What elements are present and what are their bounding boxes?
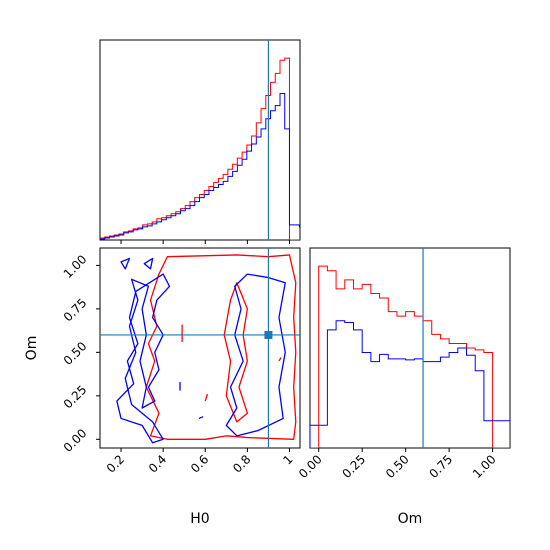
h0-histogram-panel (100, 40, 300, 244)
contour-blue (198, 416, 204, 420)
om-y-axis-label: Om (24, 336, 40, 361)
contour-red (223, 282, 249, 423)
contour-x-tick-label: 0.6 (188, 452, 211, 475)
om-hist-x-tick-label: 0.00 (296, 452, 325, 481)
om-x-axis-label: Om (398, 511, 423, 527)
h0-axis-label: H0 (190, 511, 209, 527)
h0-hist-series-red-step (100, 57, 300, 240)
contour-red (145, 254, 297, 440)
h0-hist-series-blue-step (100, 93, 300, 240)
om-hist-series-blue-step (310, 320, 510, 448)
om-hist-x-tick-label: 1.00 (470, 452, 499, 481)
contour-red (204, 393, 208, 402)
contour-x-tick-label: 0.8 (230, 452, 253, 475)
om-hist-x-tick-label: 0.25 (340, 452, 369, 481)
contour-y-tick-label: 1.00 (61, 252, 90, 281)
h0-histogram-frame (99, 39, 301, 241)
contour-x-tick-label: 0.2 (104, 452, 127, 475)
contour-y-tick-label: 0.00 (61, 426, 90, 455)
h0-om-contour-panel: 0.2 0.4 0.6 0.8 1 0.00 0.25 0.50 0.75 1.00 (61, 248, 300, 476)
contour-blue (120, 257, 131, 270)
om-hist-x-tick-label: 0.75 (426, 452, 455, 481)
contour-y-tick-label: 0.75 (61, 296, 90, 325)
om-hist-series-red-step (310, 265, 510, 448)
truth-point-marker (264, 330, 273, 339)
contour-blue (225, 273, 286, 437)
contour-x-tick-label: 1 (280, 452, 295, 467)
contour-blue (143, 257, 154, 270)
contour-x-tick-label: 0.4 (146, 452, 169, 475)
om-histogram-frame (309, 247, 511, 449)
om-hist-x-tick-label: 0.50 (383, 452, 412, 481)
contour-y-tick-label: 0.25 (61, 383, 90, 412)
contour-red (278, 357, 282, 362)
contour-blue (116, 273, 171, 444)
contour-y-tick-label: 0.50 (61, 339, 90, 368)
om-histogram-panel: 0.00 0.25 0.50 0.75 1.00 (296, 248, 510, 481)
h0-om-contour-frame (99, 247, 301, 449)
